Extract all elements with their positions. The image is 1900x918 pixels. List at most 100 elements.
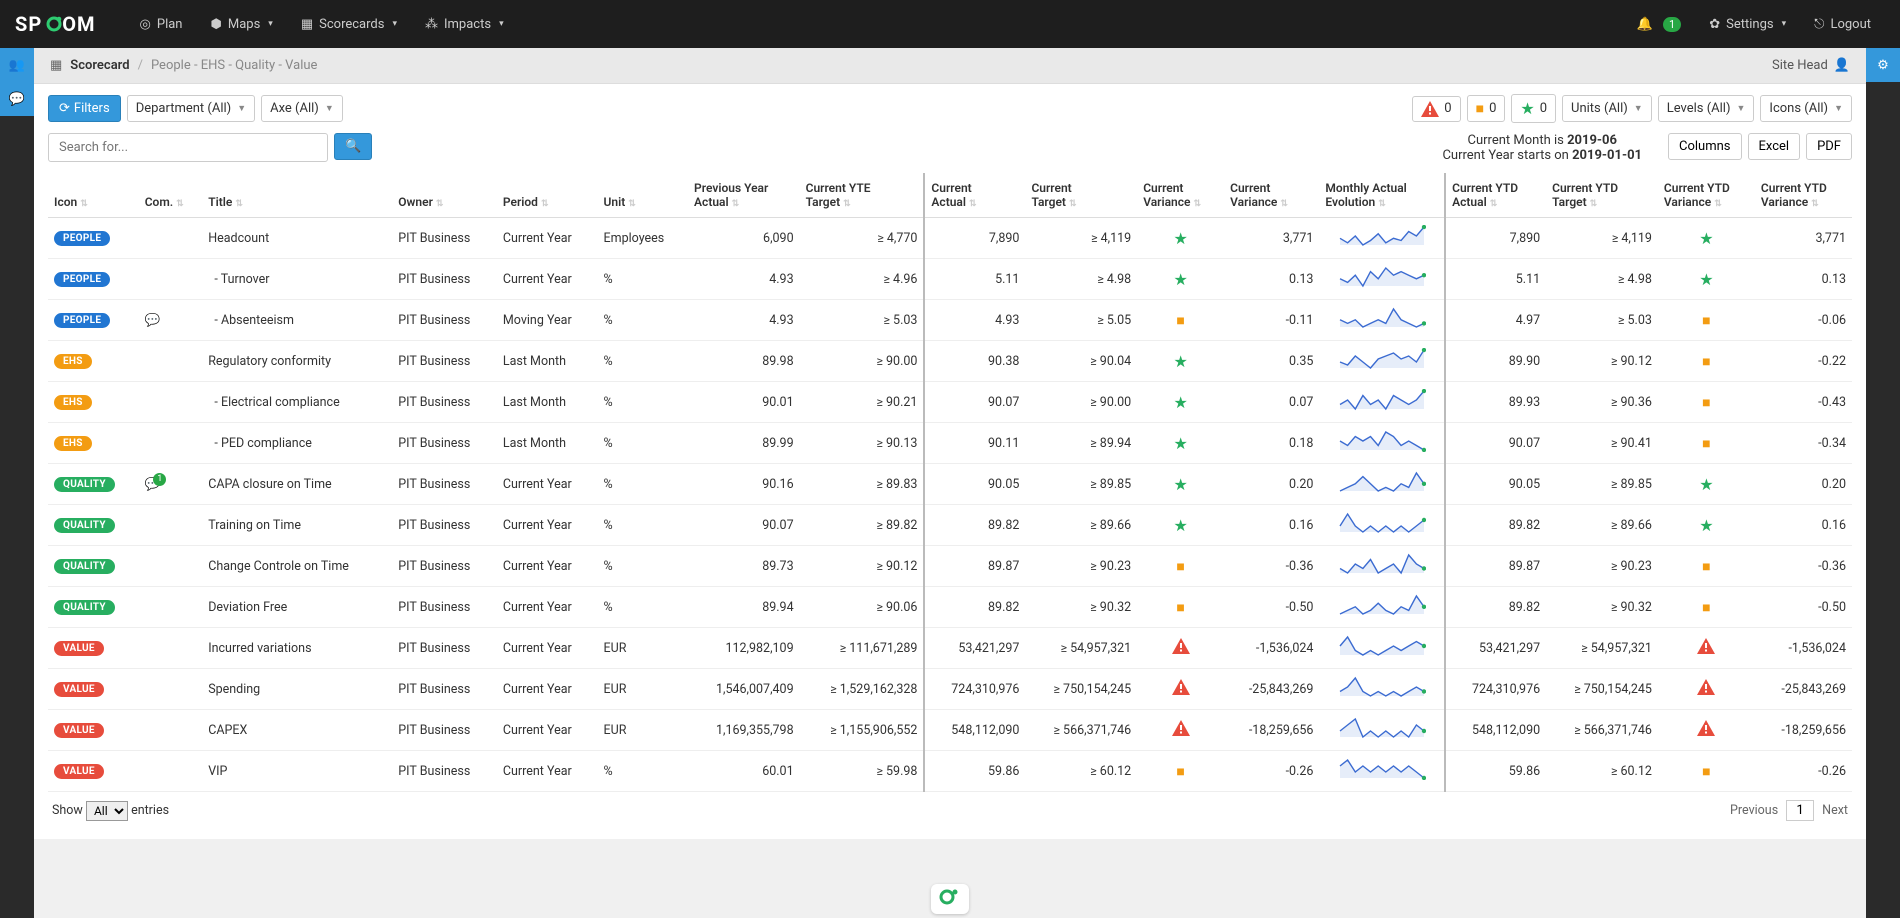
col-header[interactable]: Current YTDTarget⇅ [1546,173,1658,218]
col-header[interactable]: Com.⇅ [139,173,203,218]
cell: PIT Business [392,423,497,464]
col-header[interactable]: Period⇅ [497,173,598,218]
sparkline [1338,348,1426,370]
cell: 60.01 [688,751,800,792]
star-icon: ★ [1173,270,1187,289]
pager-prev[interactable]: Previous [1730,803,1778,818]
star-icon: ★ [1520,99,1534,118]
cell: ■ [1658,751,1755,792]
bottom-app-icon[interactable] [931,884,969,914]
table-row[interactable]: QUALITYDeviation FreePIT BusinessCurrent… [48,587,1852,628]
entries-label: entries [131,803,169,818]
col-header[interactable]: Current YTDActual⇅ [1445,173,1546,218]
cell: 53,421,297 [924,628,1025,669]
table-row[interactable]: VALUEVIPPIT BusinessCurrent Year%60.01≥ … [48,751,1852,792]
cell: -0.26 [1755,751,1852,792]
star-icon: ★ [1699,516,1713,535]
rail-people-icon[interactable]: 👥 [0,48,34,82]
sparkline [1338,676,1426,698]
col-header[interactable]: Previous YearActual⇅ [688,173,800,218]
col-header[interactable]: CurrentVariance⇅ [1224,173,1319,218]
col-header[interactable]: Icon⇅ [48,173,139,218]
cell: 89.99 [688,423,800,464]
filter-icons[interactable]: Icons (All)▼ [1760,95,1852,122]
nav-plan[interactable]: ◎Plan [126,17,197,32]
comment-icon[interactable]: 💬1 [145,477,161,492]
table-row[interactable]: PEOPLEHeadcountPIT BusinessCurrent YearE… [48,218,1852,259]
filter-levels[interactable]: Levels (All)▼ [1658,95,1755,122]
cell: 59.86 [924,751,1025,792]
nav-settings[interactable]: ✿Settings▾ [1695,17,1800,32]
cell [139,751,203,792]
status-red[interactable]: 0 [1412,96,1460,122]
search-input[interactable] [48,133,328,162]
cell: Current Year [497,628,598,669]
cell: 53,421,297 [1445,628,1546,669]
nav-maps[interactable]: ⬢Maps▾ [197,17,287,32]
table-row[interactable]: PEOPLE💬 - AbsenteeismPIT BusinessMoving … [48,300,1852,341]
cell: 7,890 [1445,218,1546,259]
table-row[interactable]: QUALITYTraining on TimePIT BusinessCurre… [48,505,1852,546]
breadcrumb-role[interactable]: Site Head👤 [1772,58,1850,73]
cell [1319,710,1445,751]
col-header[interactable]: Current YTETarget⇅ [800,173,925,218]
col-header[interactable]: Monthly ActualEvolution⇅ [1319,173,1445,218]
breadcrumb-sub: People - EHS - Quality - Value [151,58,317,73]
status-green[interactable]: ★0 [1511,94,1556,123]
rail-settings-icon[interactable]: ⚙ [1866,48,1900,82]
nav-impacts[interactable]: ⁂Impacts▾ [411,17,518,32]
table-row[interactable]: PEOPLE - TurnoverPIT BusinessCurrent Yea… [48,259,1852,300]
logo-ring-icon [45,15,63,33]
pager-next[interactable]: Next [1822,803,1848,818]
cell: ★ [1137,464,1224,505]
table-row[interactable]: VALUESpendingPIT BusinessCurrent YearEUR… [48,669,1852,710]
col-header[interactable]: Owner⇅ [392,173,497,218]
cell: 89.73 [688,546,800,587]
cell: ≥ 5.03 [1546,300,1658,341]
cell: ≥ 1,529,162,328 [800,669,925,710]
list-icon: ▦ [301,17,313,32]
table-row[interactable]: EHSRegulatory conformityPIT BusinessLast… [48,341,1852,382]
table-row[interactable]: EHS - Electrical compliancePIT BusinessL… [48,382,1852,423]
col-header[interactable]: CurrentActual⇅ [924,173,1025,218]
page-size-select[interactable]: All [86,801,128,821]
pdf-button[interactable]: PDF [1806,133,1852,160]
status-orange[interactable]: ■0 [1467,95,1506,122]
table-row[interactable]: QUALITY💬1CAPA closure on TimePIT Busines… [48,464,1852,505]
filters-button[interactable]: ⟳Filters [48,95,121,122]
col-header[interactable]: CurrentVariance⇅ [1137,173,1224,218]
rail-chat-icon[interactable]: 💬 [0,82,34,116]
search-button[interactable]: 🔍 [334,133,372,160]
table-row[interactable]: EHS - PED compliancePIT BusinessLast Mon… [48,423,1852,464]
nav-notifications[interactable]: 🔔1 [1623,17,1695,32]
pager-page[interactable] [1786,800,1814,821]
nav-scorecards[interactable]: ▦Scorecards▾ [287,17,411,32]
comment-icon[interactable]: 💬 [145,313,161,328]
cell: ≥ 4,770 [800,218,925,259]
cell: PIT Business [392,546,497,587]
cell: ■ [1658,382,1755,423]
cell: ■ [1658,546,1755,587]
table-row[interactable]: VALUECAPEXPIT BusinessCurrent YearEUR1,1… [48,710,1852,751]
columns-button[interactable]: Columns [1668,133,1742,160]
filter-department[interactable]: Department (All)▼ [127,95,255,122]
filter-axe[interactable]: Axe (All)▼ [261,95,343,122]
bell-icon: 🔔 [1637,17,1653,32]
col-header[interactable]: Title⇅ [202,173,392,218]
cell: - Absenteeism [202,300,392,341]
col-header[interactable]: Current YTDVariance⇅ [1658,173,1755,218]
filter-units[interactable]: Units (All)▼ [1562,95,1652,122]
triangle-alert-icon [1172,638,1190,654]
cell: 💬1 [139,464,203,505]
cell [1137,628,1224,669]
col-header[interactable]: Current YTDVariance⇅ [1755,173,1852,218]
col-header[interactable]: Unit⇅ [598,173,689,218]
cell: 90.16 [688,464,800,505]
breadcrumb-main[interactable]: Scorecard [70,58,129,73]
col-header[interactable]: CurrentTarget⇅ [1025,173,1137,218]
cell: EHS [48,423,139,464]
excel-button[interactable]: Excel [1748,133,1801,160]
nav-logout[interactable]: ⎋Logout [1800,17,1885,32]
table-row[interactable]: QUALITYChange Controle on TimePIT Busine… [48,546,1852,587]
table-row[interactable]: VALUEIncurred variationsPIT BusinessCurr… [48,628,1852,669]
